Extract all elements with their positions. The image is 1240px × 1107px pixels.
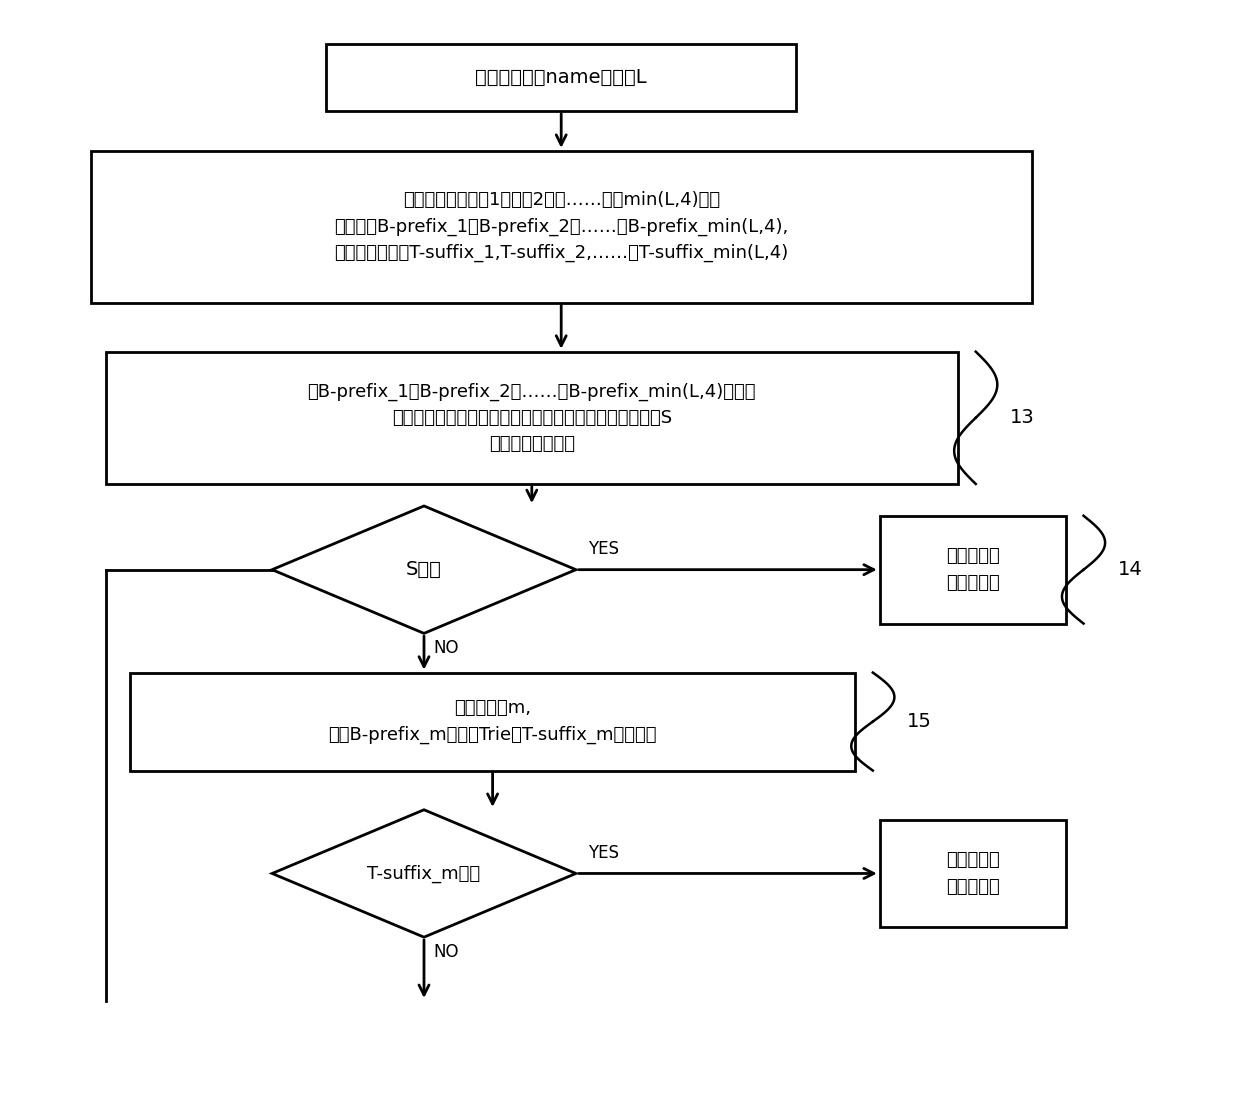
Text: YES: YES <box>588 540 619 558</box>
Polygon shape <box>272 809 575 938</box>
Text: 将B-prefix_1，B-prefix_2，……，B-prefix_min(L,4)并行的
在对应的布隆滤波器中查找，查找结果从大到小存储在栈S
中，栈顶元素: 将B-prefix_1，B-prefix_2，……，B-prefix_min(L… <box>308 382 756 453</box>
Text: T-suffix_m存在: T-suffix_m存在 <box>367 865 481 882</box>
Text: 取栈顶元素m,
查询B-prefix_m对应的Trie中T-suffix_m的存在性: 取栈顶元素m, 查询B-prefix_m对应的Trie中T-suffix_m的存… <box>329 700 657 744</box>
Bar <box>91 151 1032 302</box>
Bar <box>879 516 1066 623</box>
Text: 15: 15 <box>908 712 932 731</box>
Text: NO: NO <box>434 943 459 961</box>
Text: 从对应路由
器端口转发: 从对应路由 器端口转发 <box>946 851 999 896</box>
Text: 截取请求名称的前1层，前2层，……，前min(L,4)层，
分别作为B-prefix_1，B-prefix_2，……，B-prefix_min(L,4),
对应: 截取请求名称的前1层，前2层，……，前min(L,4)层， 分别作为B-pref… <box>334 192 789 262</box>
Bar <box>879 819 1066 928</box>
Text: S为空: S为空 <box>405 560 441 579</box>
Text: 13: 13 <box>1011 408 1035 427</box>
Text: 14: 14 <box>1117 560 1142 579</box>
Bar <box>130 673 856 770</box>
Text: 计算请求名称name的层数L: 计算请求名称name的层数L <box>475 69 647 87</box>
Polygon shape <box>272 506 575 633</box>
Text: 从路由器默
认端口转发: 从路由器默 认端口转发 <box>946 548 999 592</box>
Bar <box>105 352 959 484</box>
Text: YES: YES <box>588 844 619 861</box>
Bar <box>326 44 796 111</box>
Text: NO: NO <box>434 639 459 658</box>
